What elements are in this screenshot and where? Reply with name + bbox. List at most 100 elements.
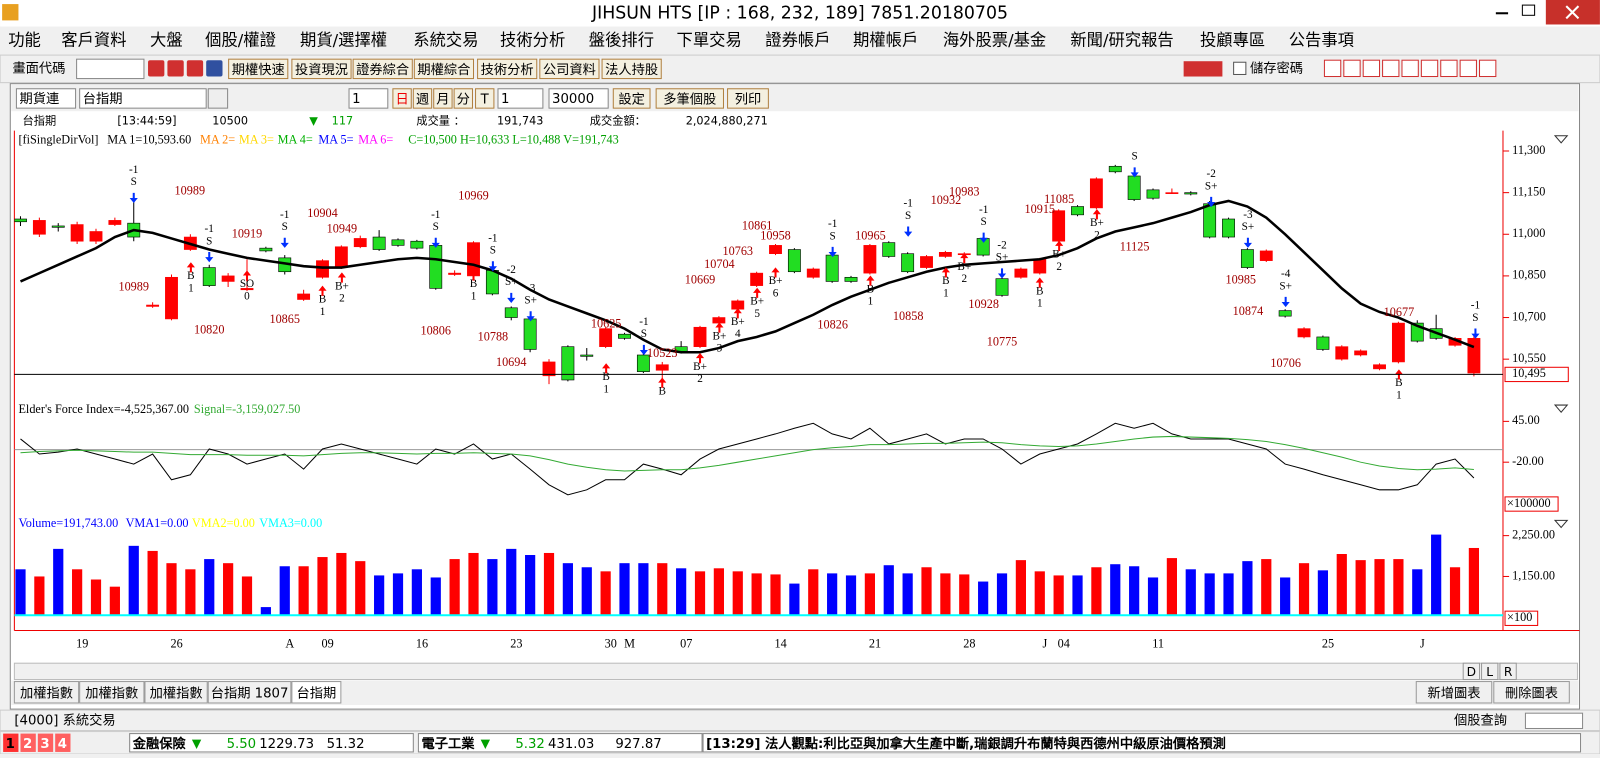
toolbar-button-box[interactable] bbox=[413, 58, 475, 80]
chart-button[interactable]: 列印 bbox=[735, 91, 762, 107]
market-select[interactable]: 期貨連 bbox=[19, 90, 59, 107]
draw-tool[interactable] bbox=[1401, 59, 1419, 78]
tab[interactable]: 台指期 bbox=[296, 685, 336, 701]
tool-icon[interactable] bbox=[206, 60, 223, 77]
toolbar-button[interactable]: 公司資料 bbox=[543, 62, 596, 78]
nav-button-box[interactable] bbox=[1462, 662, 1481, 681]
period-button[interactable]: 日 bbox=[395, 92, 408, 107]
tab[interactable]: 加權指數 bbox=[150, 685, 203, 701]
tool-icon[interactable] bbox=[167, 60, 184, 77]
menu-item[interactable]: 投顧專區 bbox=[1200, 30, 1265, 49]
tab-box[interactable] bbox=[144, 681, 208, 704]
tab-box[interactable] bbox=[207, 681, 292, 704]
nav-icons[interactable] bbox=[1183, 61, 1223, 77]
symbol-select-box[interactable] bbox=[79, 88, 207, 109]
menu-item[interactable]: 期貨/選擇權 bbox=[300, 30, 387, 49]
count-spin-box[interactable] bbox=[348, 88, 389, 109]
page-box[interactable] bbox=[55, 733, 71, 752]
query-input[interactable] bbox=[1524, 712, 1584, 730]
draw-tool[interactable] bbox=[1440, 59, 1458, 78]
nav-button-box[interactable] bbox=[1499, 662, 1517, 681]
tab[interactable]: 加權指數 bbox=[20, 685, 73, 701]
toolbar-button[interactable]: 期權綜合 bbox=[417, 62, 470, 78]
period-button-box[interactable] bbox=[412, 88, 433, 109]
toolbar-button-box[interactable] bbox=[601, 58, 662, 80]
save-password-checkbox[interactable] bbox=[1233, 61, 1247, 75]
toolbar-button[interactable]: 投資現況 bbox=[295, 62, 348, 78]
tab[interactable]: 台指期 1807 bbox=[211, 685, 289, 701]
chart-action-button-box[interactable] bbox=[1493, 681, 1570, 704]
tool-icon[interactable] bbox=[148, 60, 165, 77]
menu-item[interactable]: 客戶資料 bbox=[61, 30, 126, 49]
draw-tool[interactable] bbox=[1343, 59, 1361, 78]
code-input[interactable] bbox=[76, 58, 145, 80]
toolbar-button-box[interactable] bbox=[539, 58, 600, 80]
toolbar-button-box[interactable] bbox=[352, 58, 413, 80]
nav-button[interactable]: L bbox=[1486, 665, 1493, 679]
toolbar-button[interactable]: 期權快速 bbox=[232, 62, 285, 78]
search-button[interactable] bbox=[207, 88, 229, 109]
page-number[interactable]: 3 bbox=[40, 737, 49, 752]
nav-button[interactable]: R bbox=[1504, 665, 1513, 679]
tool-icon[interactable] bbox=[186, 60, 204, 77]
toolbar-button-box[interactable] bbox=[291, 58, 352, 80]
page-box[interactable] bbox=[3, 733, 19, 752]
period-button-box[interactable] bbox=[433, 88, 453, 109]
count-spin[interactable]: 1 bbox=[352, 92, 360, 107]
chart-button-box[interactable] bbox=[655, 88, 724, 109]
page-box[interactable] bbox=[37, 733, 54, 752]
menu-item[interactable]: 海外股票/基金 bbox=[943, 30, 1046, 49]
tab-box[interactable] bbox=[291, 681, 342, 704]
toolbar-button[interactable]: 法人持股 bbox=[605, 62, 658, 78]
menu-item[interactable]: 盤後排行 bbox=[589, 30, 654, 49]
menu-item[interactable]: 下單交易 bbox=[677, 30, 742, 49]
page-number[interactable]: 1 bbox=[6, 737, 15, 752]
nav-button[interactable]: D bbox=[1467, 665, 1476, 679]
page-box[interactable] bbox=[20, 733, 36, 752]
period-button[interactable]: 分 bbox=[457, 91, 470, 107]
interval-select[interactable]: 1 bbox=[501, 92, 509, 107]
chart-button-box[interactable] bbox=[612, 88, 651, 109]
draw-tool[interactable] bbox=[1459, 59, 1477, 78]
page-number[interactable]: 4 bbox=[58, 737, 67, 752]
chart-button[interactable]: 多筆個股 bbox=[663, 90, 716, 107]
symbol-select[interactable]: 台指期 bbox=[83, 91, 123, 107]
toolbar-button-box[interactable] bbox=[228, 58, 289, 80]
chart-action-button-box[interactable] bbox=[1415, 681, 1493, 704]
scrollbar[interactable] bbox=[13, 662, 1578, 681]
period-button-box[interactable] bbox=[453, 88, 473, 109]
tab-box[interactable] bbox=[13, 681, 80, 704]
menu-item[interactable]: 技術分析 bbox=[500, 30, 565, 49]
draw-tool[interactable] bbox=[1362, 59, 1381, 78]
draw-tool[interactable] bbox=[1382, 59, 1400, 78]
menu-item[interactable]: 證券帳戶 bbox=[765, 30, 830, 49]
menu-item[interactable]: 公告事項 bbox=[1289, 30, 1354, 49]
toolbar-button-box[interactable] bbox=[477, 58, 538, 80]
period-button-box[interactable] bbox=[475, 88, 495, 109]
page-number[interactable]: 2 bbox=[23, 737, 32, 752]
nav-button-box[interactable] bbox=[1481, 662, 1499, 681]
menu-item[interactable]: 新聞/研究報告 bbox=[1070, 30, 1173, 49]
menu-item[interactable]: 期權帳戶 bbox=[853, 30, 918, 49]
interval-select-box[interactable] bbox=[497, 88, 544, 109]
menu-item[interactable]: 系統交易 bbox=[413, 30, 478, 49]
draw-tool[interactable] bbox=[1420, 59, 1439, 78]
period-button[interactable]: 週 bbox=[416, 91, 429, 107]
period-button[interactable]: 月 bbox=[436, 92, 449, 107]
period-button-box[interactable] bbox=[392, 88, 412, 109]
draw-tool[interactable] bbox=[1479, 59, 1497, 78]
toolbar-button[interactable]: 證券綜合 bbox=[356, 61, 409, 78]
toolbar-button[interactable]: 技術分析 bbox=[481, 62, 534, 78]
maximize[interactable] bbox=[1521, 4, 1536, 16]
menu-item[interactable]: 大盤 bbox=[150, 30, 183, 49]
menu-item[interactable]: 功能 bbox=[8, 30, 41, 49]
period-button[interactable]: T bbox=[480, 92, 490, 107]
tab[interactable]: 加權指數 bbox=[85, 685, 138, 701]
chart-action-button[interactable]: 新增圖表 bbox=[1428, 685, 1481, 701]
bars-spin-box[interactable] bbox=[548, 88, 609, 109]
menu-item[interactable]: 個股/權證 bbox=[205, 30, 276, 49]
tab-box[interactable] bbox=[79, 681, 145, 704]
chart-button-box[interactable] bbox=[727, 88, 769, 109]
chart-button[interactable]: 設定 bbox=[618, 91, 645, 107]
market-select-box[interactable] bbox=[15, 88, 77, 109]
